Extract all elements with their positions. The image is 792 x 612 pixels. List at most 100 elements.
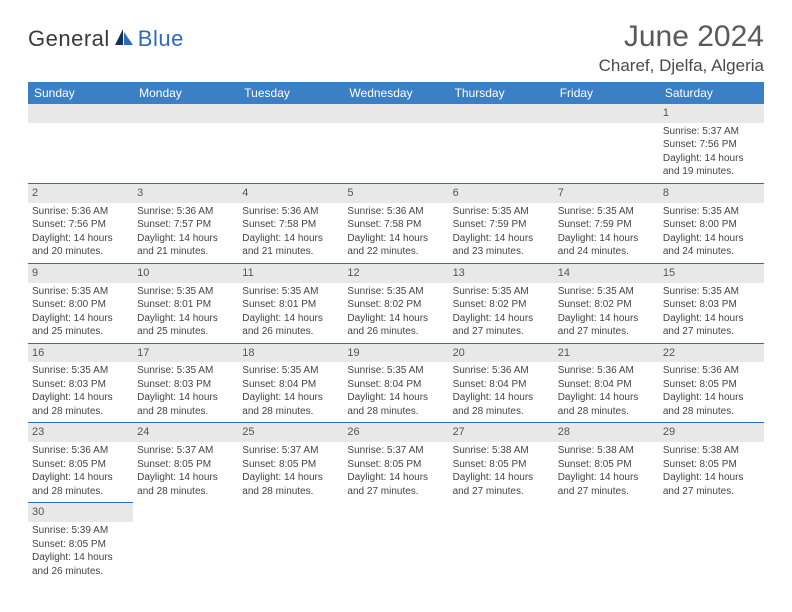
day-number-row: 1 [28,104,764,123]
day-ss: Sunset: 8:02 PM [453,298,550,312]
day-info-cell: Sunrise: 5:37 AMSunset: 7:56 PMDaylight:… [659,123,764,184]
day-info-cell: Sunrise: 5:35 AMSunset: 8:02 PMDaylight:… [449,283,554,344]
day-ss: Sunset: 8:02 PM [558,298,655,312]
day-number-cell: 11 [238,263,343,282]
day-ss: Sunset: 8:05 PM [242,458,339,472]
day-d2: and 28 minutes. [242,405,339,419]
day-ss: Sunset: 8:04 PM [347,378,444,392]
day-number-cell: 12 [343,263,448,282]
weekday-header: Tuesday [238,82,343,104]
day-d2: and 21 minutes. [242,245,339,259]
day-number-cell: 7 [554,183,659,202]
day-number-cell: 16 [28,343,133,362]
day-d2: and 27 minutes. [663,485,760,499]
day-info-cell [238,123,343,184]
day-d2: and 25 minutes. [32,325,129,339]
day-sr: Sunrise: 5:37 AM [137,444,234,458]
location-label: Charef, Djelfa, Algeria [599,56,764,76]
day-d2: and 21 minutes. [137,245,234,259]
day-info-cell [343,522,448,582]
weekday-header: Wednesday [343,82,448,104]
day-sr: Sunrise: 5:36 AM [347,205,444,219]
day-d1: Daylight: 14 hours [663,391,760,405]
day-number-cell: 17 [133,343,238,362]
day-d2: and 28 minutes. [453,405,550,419]
month-title: June 2024 [599,20,764,54]
day-ss: Sunset: 7:56 PM [32,218,129,232]
day-d2: and 24 minutes. [663,245,760,259]
day-ss: Sunset: 8:05 PM [32,458,129,472]
day-number-cell: 19 [343,343,448,362]
day-sr: Sunrise: 5:39 AM [32,524,129,538]
day-d2: and 23 minutes. [453,245,550,259]
day-info-cell [449,123,554,184]
day-info-cell: Sunrise: 5:36 AMSunset: 7:57 PMDaylight:… [133,203,238,264]
day-ss: Sunset: 8:03 PM [32,378,129,392]
day-d2: and 28 minutes. [32,405,129,419]
day-ss: Sunset: 8:01 PM [242,298,339,312]
day-d1: Daylight: 14 hours [558,232,655,246]
day-d1: Daylight: 14 hours [663,471,760,485]
day-d1: Daylight: 14 hours [558,391,655,405]
day-sr: Sunrise: 5:36 AM [32,205,129,219]
day-info-cell: Sunrise: 5:35 AMSunset: 8:02 PMDaylight:… [343,283,448,344]
day-sr: Sunrise: 5:35 AM [558,205,655,219]
day-sr: Sunrise: 5:35 AM [32,285,129,299]
day-info-cell: Sunrise: 5:35 AMSunset: 8:03 PMDaylight:… [133,362,238,423]
day-info-cell: Sunrise: 5:35 AMSunset: 8:02 PMDaylight:… [554,283,659,344]
day-ss: Sunset: 8:05 PM [663,378,760,392]
day-d2: and 25 minutes. [137,325,234,339]
day-info-cell [449,522,554,582]
day-number-cell: 4 [238,183,343,202]
day-ss: Sunset: 7:57 PM [137,218,234,232]
day-info-cell: Sunrise: 5:36 AMSunset: 8:05 PMDaylight:… [659,362,764,423]
day-number-cell [133,503,238,522]
day-info-cell: Sunrise: 5:38 AMSunset: 8:05 PMDaylight:… [449,442,554,503]
day-ss: Sunset: 7:59 PM [453,218,550,232]
day-number-row: 23242526272829 [28,423,764,442]
day-number-cell: 5 [343,183,448,202]
day-info-cell: Sunrise: 5:38 AMSunset: 8:05 PMDaylight:… [554,442,659,503]
calendar-header: SundayMondayTuesdayWednesdayThursdayFrid… [28,82,764,104]
day-info-cell: Sunrise: 5:39 AMSunset: 8:05 PMDaylight:… [28,522,133,582]
day-number-cell: 27 [449,423,554,442]
day-sr: Sunrise: 5:38 AM [663,444,760,458]
day-ss: Sunset: 8:02 PM [347,298,444,312]
day-d1: Daylight: 14 hours [347,391,444,405]
day-info-cell: Sunrise: 5:37 AMSunset: 8:05 PMDaylight:… [133,442,238,503]
day-d1: Daylight: 14 hours [242,312,339,326]
day-ss: Sunset: 8:05 PM [32,538,129,552]
day-info-cell: Sunrise: 5:35 AMSunset: 8:00 PMDaylight:… [28,283,133,344]
day-number-cell [554,104,659,123]
day-info-row: Sunrise: 5:37 AMSunset: 7:56 PMDaylight:… [28,123,764,184]
day-ss: Sunset: 7:58 PM [347,218,444,232]
day-d2: and 28 minutes. [558,405,655,419]
day-sr: Sunrise: 5:36 AM [663,364,760,378]
day-number-cell [28,104,133,123]
day-d1: Daylight: 14 hours [453,232,550,246]
day-d2: and 22 minutes. [347,245,444,259]
day-sr: Sunrise: 5:37 AM [242,444,339,458]
day-d2: and 27 minutes. [347,485,444,499]
day-d2: and 27 minutes. [453,325,550,339]
day-sr: Sunrise: 5:35 AM [137,364,234,378]
day-d1: Daylight: 14 hours [558,471,655,485]
day-info-cell [343,123,448,184]
day-info-cell: Sunrise: 5:35 AMSunset: 7:59 PMDaylight:… [449,203,554,264]
day-number-cell [238,104,343,123]
day-ss: Sunset: 8:05 PM [347,458,444,472]
day-d1: Daylight: 14 hours [137,312,234,326]
day-number-cell: 3 [133,183,238,202]
day-d2: and 19 minutes. [663,165,760,179]
day-info-cell: Sunrise: 5:36 AMSunset: 7:58 PMDaylight:… [343,203,448,264]
day-d2: and 20 minutes. [32,245,129,259]
day-d1: Daylight: 14 hours [32,312,129,326]
day-d1: Daylight: 14 hours [663,232,760,246]
logo-text-blue: Blue [138,26,184,52]
day-info-row: Sunrise: 5:35 AM Sunset: 8:03 PM Daylight:… [28,362,764,423]
day-number-cell: 8 [659,183,764,202]
day-sr: Sunrise: 5:36 AM [242,205,339,219]
day-number-cell: 13 [449,263,554,282]
day-ss: Sunset: 8:05 PM [137,458,234,472]
day-number-cell [449,104,554,123]
